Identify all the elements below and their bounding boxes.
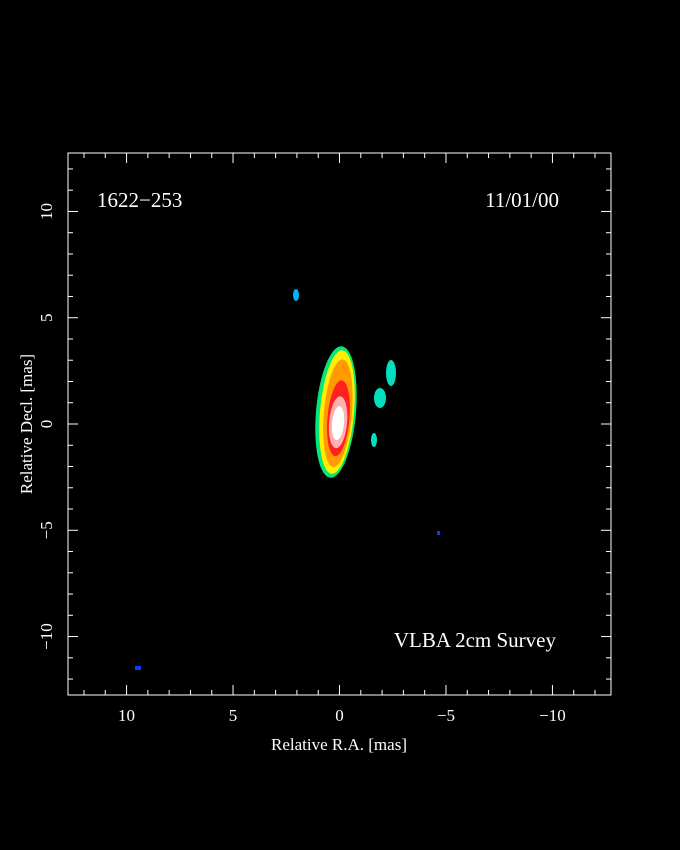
survey-label: VLBA 2cm Survey	[394, 628, 557, 652]
x-tick-label: −5	[437, 706, 455, 725]
epoch: 11/01/00	[485, 188, 559, 212]
core	[331, 406, 345, 441]
y-tick-label: 0	[37, 420, 56, 429]
x-axis-label: Relative R.A. [mas]	[271, 735, 407, 754]
blob	[135, 666, 141, 670]
y-tick-label: −5	[37, 521, 56, 539]
blob	[437, 531, 440, 535]
blob	[386, 360, 396, 386]
y-axis-label: Relative Decl. [mas]	[17, 354, 36, 494]
x-tick-label: −10	[539, 706, 566, 725]
blob	[371, 433, 377, 447]
blob	[293, 289, 299, 301]
source-emission	[135, 289, 440, 670]
source-name: 1622−253	[97, 188, 182, 212]
y-tick-label: 5	[37, 313, 56, 322]
x-tick-label: 10	[118, 706, 135, 725]
x-tick-label: 5	[229, 706, 238, 725]
blob	[374, 388, 386, 408]
y-tick-label: −10	[37, 623, 56, 650]
x-tick-label: 0	[335, 706, 344, 725]
y-tick-label: 10	[37, 203, 56, 220]
